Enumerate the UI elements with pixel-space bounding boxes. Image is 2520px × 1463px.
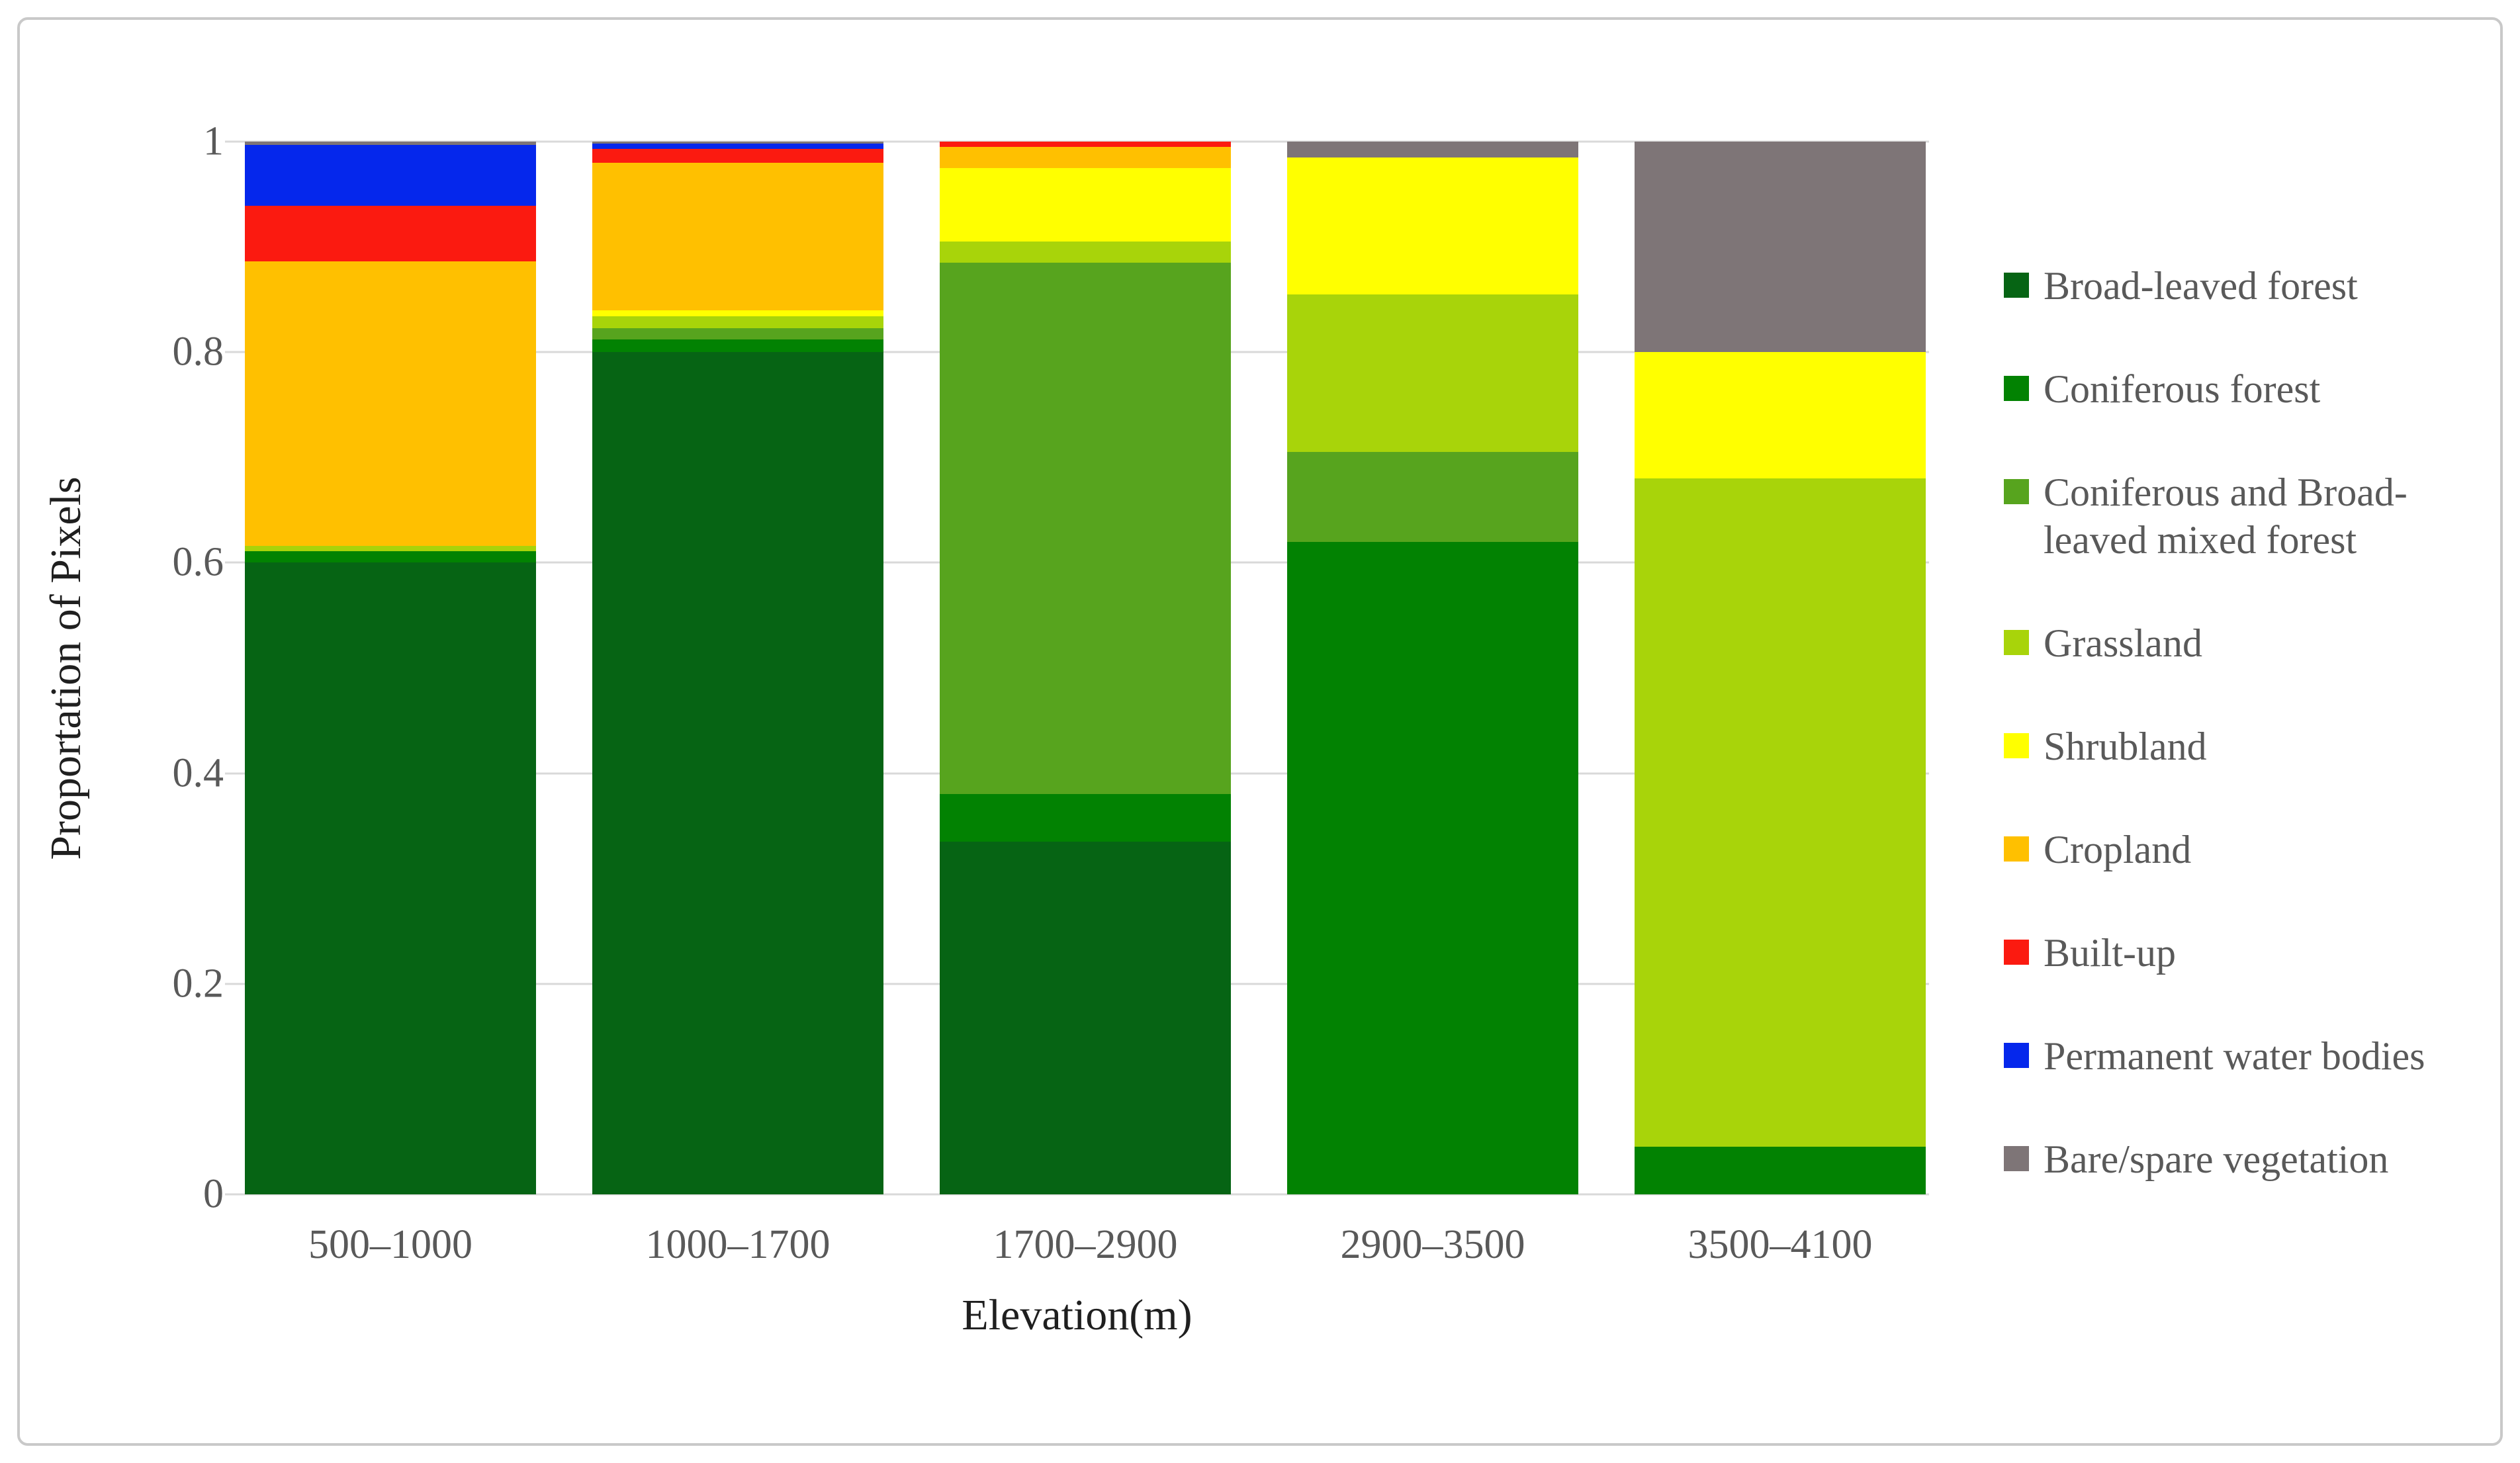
bar-segment-coniferous-forest xyxy=(1635,1147,1926,1194)
stacked-bar-2900–3500 xyxy=(1287,142,1578,1194)
bar-segment-coniferous-forest xyxy=(245,551,536,563)
legend-label: Shrubland xyxy=(2044,725,2207,768)
legend-swatch-icon xyxy=(2004,940,2029,965)
legend-item: Cropland xyxy=(2004,826,2487,873)
x-axis-title: Elevation(m) xyxy=(962,1291,1192,1339)
legend-label: Grassland xyxy=(2044,621,2202,665)
bar-segment-built-up xyxy=(245,206,536,262)
bar-segment-cropland xyxy=(245,261,536,546)
legend-item: Built-up xyxy=(2004,929,2487,977)
bar-segment-coniferous-and-broad-leaved-mixed-forest xyxy=(592,328,883,340)
legend-label: Cropland xyxy=(2044,828,2192,871)
legend-label: Bare/spare vegetation xyxy=(2044,1137,2389,1181)
bar-segment-coniferous-and-broad-leaved-mixed-forest xyxy=(940,262,1231,795)
legend-label: Built-up xyxy=(2044,931,2177,975)
plot-area xyxy=(225,140,1929,1196)
bar-segment-cropland xyxy=(592,162,883,310)
bar-segment-coniferous-and-broad-leaved-mixed-forest xyxy=(1287,452,1578,542)
bar-segment-built-up xyxy=(940,142,1231,147)
y-axis-tick-label: 0 xyxy=(203,1171,224,1217)
legend-item: Coniferous and Broad-leaved mixed forest xyxy=(2004,468,2487,564)
x-axis-tick-label: 2900–3500 xyxy=(1340,1222,1525,1267)
gridline xyxy=(225,1193,1929,1196)
bar-segment-shrubland xyxy=(940,167,1231,242)
bar-segment-grassland xyxy=(1635,478,1926,1147)
y-axis-tick-label: 0.4 xyxy=(172,750,224,796)
bar-segment-bare-spare-vegetation xyxy=(1287,142,1578,157)
stacked-bar-3500–4100 xyxy=(1635,142,1926,1194)
bar-segment-grassland xyxy=(245,545,536,551)
legend-item: Broad-leaved forest xyxy=(2004,262,2487,310)
legend-label: Coniferous forest xyxy=(2044,367,2321,411)
y-axis-tick-label: 1 xyxy=(203,118,224,164)
y-axis-tick-label: 0.6 xyxy=(172,539,224,585)
stacked-bar-500–1000 xyxy=(245,142,536,1194)
legend-swatch-icon xyxy=(2004,836,2029,862)
bar-segment-bare-spare-vegetation xyxy=(592,142,883,144)
bar-segment-shrubland xyxy=(1287,157,1578,294)
x-axis-tick-label: 3500–4100 xyxy=(1688,1222,1873,1267)
legend-item: Grassland xyxy=(2004,619,2487,667)
legend-swatch-icon xyxy=(2004,1146,2029,1171)
bar-segment-coniferous-forest xyxy=(940,794,1231,842)
bar-segment-grassland xyxy=(1287,294,1578,453)
y-axis-tick-label: 0.8 xyxy=(172,329,224,375)
bar-segment-shrubland xyxy=(1635,352,1926,479)
bar-segment-shrubland xyxy=(592,310,883,317)
legend-swatch-icon xyxy=(2004,733,2029,758)
bar-segment-permanent-water-bodies xyxy=(592,144,883,150)
bar-segment-broad-leaved-forest xyxy=(940,842,1231,1194)
bar-segment-grassland xyxy=(592,316,883,328)
y-axis-title: Proportation of Pixels xyxy=(42,476,90,860)
bar-segment-built-up xyxy=(592,149,883,163)
legend-label: Coniferous and Broad-leaved mixed forest xyxy=(2044,470,2408,562)
bar-segment-grassland xyxy=(940,242,1231,263)
bar-segment-coniferous-forest xyxy=(1287,541,1578,1194)
legend-item: Coniferous forest xyxy=(2004,365,2487,413)
x-axis-tick-label: 1700–2900 xyxy=(993,1222,1178,1267)
stacked-bar-1000–1700 xyxy=(592,142,883,1194)
legend: Broad-leaved forest Coniferous forest Coni… xyxy=(2004,262,2487,1183)
legend-item: Bare/spare vegetation xyxy=(2004,1135,2487,1183)
legend-item: Shrubland xyxy=(2004,723,2487,770)
gridline xyxy=(225,140,1929,143)
bar-segment-coniferous-forest xyxy=(592,339,883,353)
y-axis-tick-label: 0.2 xyxy=(172,961,224,1006)
legend-swatch-icon xyxy=(2004,1043,2029,1068)
bar-segment-bare-spare-vegetation xyxy=(1635,142,1926,353)
bar-segment-permanent-water-bodies xyxy=(245,144,536,206)
bar-segment-broad-leaved-forest xyxy=(245,562,536,1194)
stacked-bar-1700–2900 xyxy=(940,142,1231,1194)
legend-swatch-icon xyxy=(2004,630,2029,655)
bar-segment-broad-leaved-forest xyxy=(592,352,883,1194)
x-axis-tick-label: 1000–1700 xyxy=(645,1222,831,1267)
legend-swatch-icon xyxy=(2004,376,2029,401)
bar-segment-cropland xyxy=(940,146,1231,168)
legend-label: Permanent water bodies xyxy=(2044,1034,2425,1078)
x-axis-tick-label: 500–1000 xyxy=(308,1222,472,1267)
legend-swatch-icon xyxy=(2004,273,2029,298)
legend-label: Broad-leaved forest xyxy=(2044,264,2358,308)
legend-swatch-icon xyxy=(2004,479,2029,504)
bar-segment-bare-spare-vegetation xyxy=(245,142,536,145)
legend-item: Permanent water bodies xyxy=(2004,1032,2487,1080)
